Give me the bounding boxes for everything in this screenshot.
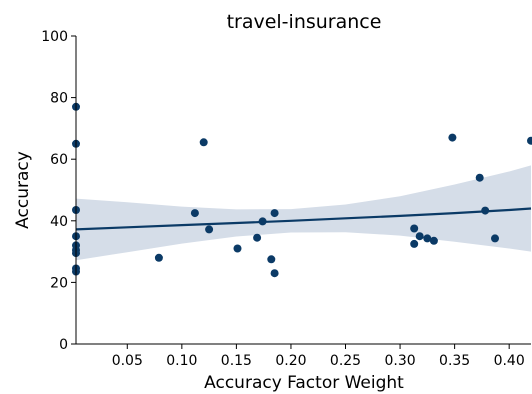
data-point: [253, 233, 262, 242]
data-point: [410, 224, 419, 233]
data-point: [410, 239, 419, 248]
chart-title: travel-insurance: [227, 11, 382, 33]
data-point: [205, 225, 214, 234]
data-point: [258, 217, 267, 226]
x-tick-label: 0.10: [166, 353, 197, 369]
data-point: [481, 206, 490, 215]
data-point: [527, 136, 532, 145]
data-point: [267, 255, 276, 264]
y-tick-label: 20: [50, 275, 68, 291]
x-tick-label: 0.20: [275, 353, 306, 369]
y-tick-label: 60: [50, 152, 68, 168]
data-point: [154, 253, 163, 262]
y-tick-label: 100: [41, 29, 68, 45]
y-tick-label: 0: [59, 337, 68, 353]
x-axis-label: Accuracy Factor Weight: [204, 373, 404, 393]
data-point: [423, 234, 432, 243]
data-point: [491, 234, 499, 243]
x-tick-label: 0.40: [494, 353, 525, 369]
data-point: [475, 173, 484, 182]
data-point: [270, 269, 279, 278]
data-point: [448, 133, 457, 142]
x-tick-label: 0.30: [384, 353, 415, 369]
data-point: [429, 236, 438, 245]
x-tick-label: 0.15: [221, 353, 252, 369]
x-tick-label: 0.35: [439, 353, 470, 369]
data-point: [233, 244, 242, 253]
data-point: [199, 138, 208, 147]
data-point: [270, 209, 279, 218]
y-tick-label: 80: [50, 91, 68, 107]
y-axis-label: Accuracy: [13, 151, 33, 229]
plot-area: 0 20 40 60 80 100 0.05 0.10 0.15 0.20 0.25 0.30 0.35…: [41, 29, 532, 369]
data-point: [190, 209, 199, 218]
data-point: [415, 232, 424, 241]
y-tick-label: 40: [50, 214, 68, 230]
x-tick-label: 0.25: [330, 353, 361, 369]
x-tick-label: 0.05: [112, 353, 143, 369]
